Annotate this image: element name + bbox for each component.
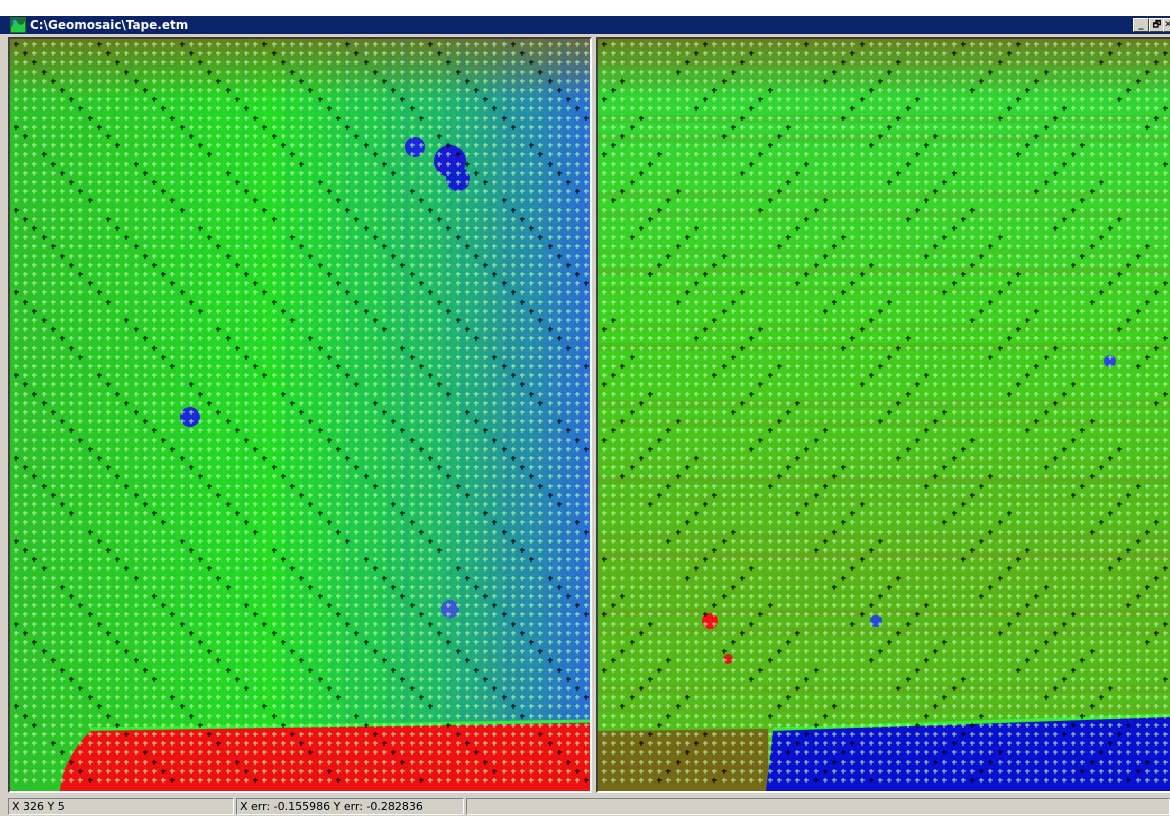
status-panel-empty [466,798,1170,815]
close-button[interactable]: ✕ [1163,18,1170,32]
source-image-view[interactable] [8,37,592,793]
registration-error: X err: -0.155986 Y err: -0.282836 [236,798,464,815]
desktop-strip [0,0,1170,16]
cursor-coordinates: X 326 Y 5 [8,798,234,815]
source-image-canvas[interactable] [10,39,590,791]
window-title: C:\Geomosaic\Tape.etm [30,18,189,32]
target-image-canvas[interactable] [598,39,1170,791]
close-icon: ✕ [1164,20,1170,30]
minimize-button[interactable]: _ [1133,18,1149,32]
title-bar[interactable]: C:\Geomosaic\Tape.etm _ 🗗 ✕ [0,16,1170,34]
restore-icon: 🗗 [1152,20,1162,30]
status-bar: X 326 Y 5 X err: -0.155986 Y err: -0.282… [0,796,1170,816]
minimize-icon: _ [1138,19,1144,30]
target-image-view[interactable] [596,37,1170,793]
geomosaic-app-icon[interactable] [10,17,26,33]
